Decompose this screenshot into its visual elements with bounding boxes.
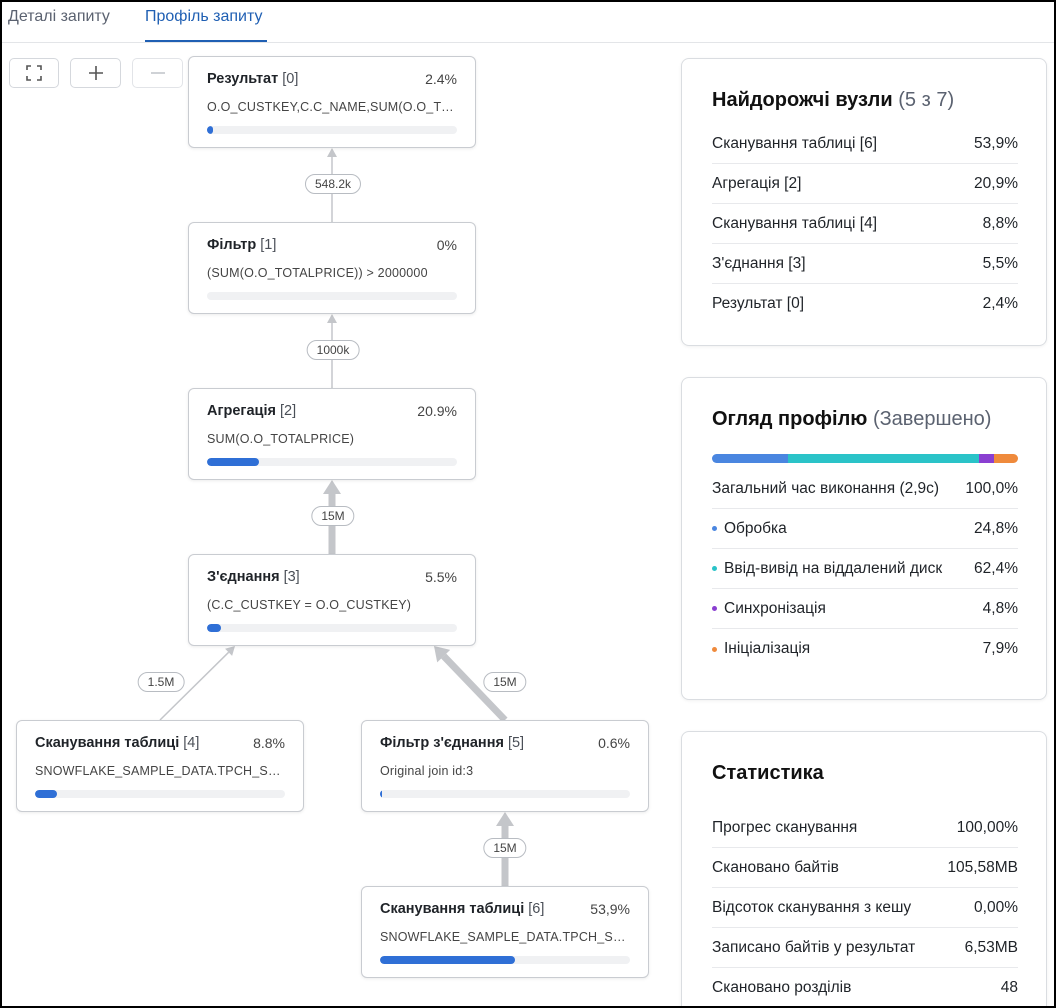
node-progress-fill (380, 790, 382, 798)
stat-row: Записано байтів у результат 6,53MB (712, 928, 1018, 968)
fullscreen-icon (26, 65, 42, 81)
arrow-head-icon (327, 314, 337, 323)
node-progress-bar (207, 624, 457, 632)
overview-row-remote-io: Ввід-вивід на віддалений диск 62,4% (712, 549, 1018, 589)
panel-title: Статистика (712, 762, 824, 784)
tab-query-details[interactable]: Деталі запиту (8, 8, 110, 25)
arrow-head-icon (434, 646, 451, 663)
node-progress-fill (207, 624, 221, 632)
breakdown-segment (712, 454, 788, 463)
node-name: З'єднання [3] (207, 569, 300, 585)
expensive-node-row[interactable]: Сканування таблиці [4] 8,8% (712, 204, 1018, 244)
minus-icon (150, 72, 165, 74)
operator-node-table-scan-orders[interactable]: Сканування таблиці [6] 53,9% SNOWFLAKE_S… (361, 886, 649, 978)
edge-row-count: 1000k (306, 340, 360, 360)
execution-time-breakdown-bar (712, 454, 1018, 463)
breakdown-segment (993, 454, 1018, 463)
edge-row-count: 15M (311, 506, 355, 526)
node-percent: 0% (436, 237, 457, 253)
legend-dot-icon (712, 526, 717, 531)
legend-dot-icon (712, 646, 717, 652)
node-name: Фільтр [1] (207, 237, 277, 253)
edge-row-count: 548.2k (304, 174, 362, 194)
arrow-head-icon (327, 148, 337, 157)
stat-row: Відсоток сканування з кешу 0,00% (712, 888, 1018, 928)
fit-view-button[interactable] (9, 58, 59, 88)
stat-row: Скановано байтів 105,58MB (712, 848, 1018, 888)
operator-node-join[interactable]: З'єднання [3] 5.5% (C.C_CUSTKEY = O.O_CU… (188, 554, 476, 646)
node-progress-bar (207, 292, 457, 300)
edge-row-count: 1.5M (137, 672, 185, 692)
node-progress-bar (207, 458, 457, 466)
edge-row-count: 15M (483, 838, 527, 858)
panel-title: Найдорожчі вузли (5 з 7) (712, 89, 955, 111)
node-name: Сканування таблиці [6] (380, 901, 545, 917)
edge-row-count: 15M (483, 672, 527, 692)
breakdown-segment (978, 454, 994, 463)
zoom-in-button[interactable] (70, 58, 121, 88)
arrow-head-icon (496, 812, 514, 826)
node-progress-bar (207, 126, 457, 134)
operator-node-filter[interactable]: Фільтр [1] 0% (SUM(O.O_TOTALPRICE)) > 20… (188, 222, 476, 314)
plus-icon (88, 66, 103, 80)
arrow-head-icon (323, 480, 341, 494)
node-progress-fill (207, 126, 213, 134)
operator-node-table-scan-customer[interactable]: Сканування таблиці [4] 8.8% SNOWFLAKE_SA… (16, 720, 304, 812)
node-name: Фільтр з'єднання [5] (380, 735, 525, 751)
node-name: Сканування таблиці [4] (35, 735, 200, 751)
node-detail: (SUM(O.O_TOTALPRICE)) > 2000000 (207, 266, 428, 280)
node-progress-fill (380, 956, 515, 964)
node-name: Агрегація [2] (207, 403, 297, 419)
statistics-panel: Статистика Прогрес сканування 100,00% Ска… (681, 731, 1047, 1006)
overview-row-sync: Синхронізація 4,8% (712, 589, 1018, 629)
expensive-node-row[interactable]: Результат [0] 2,4% (712, 295, 1018, 312)
zoom-out-button[interactable] (132, 58, 183, 88)
node-percent: 20.9% (417, 403, 457, 419)
tab-bar: Деталі запиту Профіль запиту (2, 2, 1054, 43)
expensive-node-row[interactable]: Сканування таблиці [6] 53,9% (712, 124, 1018, 164)
total-execution-time-row: Загальний час виконання (2,9с) 100,0% (712, 469, 1018, 509)
node-percent: 8.8% (253, 735, 285, 751)
edge-line (159, 651, 230, 721)
node-detail: O.O_CUSTKEY,C.C_NAME,SUM(O.O_TOTALPRICE) (207, 100, 457, 114)
expensive-node-row[interactable]: Агрегація [2] 20,9% (712, 164, 1018, 204)
breakdown-segment (787, 454, 979, 463)
node-progress-bar (380, 956, 630, 964)
panel-title: Огляд профілю (Завершено) (712, 408, 992, 430)
overview-row-init: Ініціалізація 7,9% (712, 629, 1018, 669)
legend-dot-icon (712, 606, 717, 611)
node-detail: (C.C_CUSTKEY = O.O_CUSTKEY) (207, 598, 412, 612)
profile-overview-panel: Огляд профілю (Завершено) Загальний час … (681, 377, 1047, 700)
legend-dot-icon (712, 566, 717, 571)
node-progress-fill (35, 790, 57, 798)
operator-graph-edges (159, 148, 514, 886)
node-detail: SUM(O.O_TOTALPRICE) (207, 432, 355, 446)
edge-line (441, 653, 508, 723)
stat-row: Прогрес сканування 100,00% (712, 808, 1018, 848)
operator-node-join-filter[interactable]: Фільтр з'єднання [5] 0.6% Original join … (361, 720, 649, 812)
overview-row-processing: Обробка 24,8% (712, 509, 1018, 549)
node-detail: SNOWFLAKE_SAMPLE_DATA.TPCH_SF1.ORDERS (380, 930, 630, 944)
node-percent: 53,9% (590, 901, 630, 917)
node-progress-bar (35, 790, 285, 798)
stat-row: Скановано розділів 48 (712, 979, 1018, 996)
node-percent: 2.4% (425, 71, 457, 87)
node-percent: 5.5% (425, 569, 457, 585)
expensive-node-row[interactable]: З'єднання [3] 5,5% (712, 244, 1018, 284)
arrow-head-icon (225, 646, 235, 656)
node-progress-bar (380, 790, 630, 798)
node-progress-fill (207, 458, 260, 466)
node-name: Результат [0] (207, 71, 299, 87)
node-detail: SNOWFLAKE_SAMPLE_DATA.TPCH_SF1.CUSTOMER (35, 764, 285, 778)
operator-node-aggregate[interactable]: Агрегація [2] 20.9% SUM(O.O_TOTALPRICE) (188, 388, 476, 480)
operator-node-result[interactable]: Результат [0] 2.4% O.O_CUSTKEY,C.C_NAME,… (188, 56, 476, 148)
most-expensive-nodes-panel: Найдорожчі вузли (5 з 7) Сканування табл… (681, 58, 1047, 346)
tab-query-profile[interactable]: Профіль запиту (145, 8, 267, 42)
node-percent: 0.6% (598, 735, 630, 751)
node-detail: Original join id:3 (380, 764, 474, 778)
